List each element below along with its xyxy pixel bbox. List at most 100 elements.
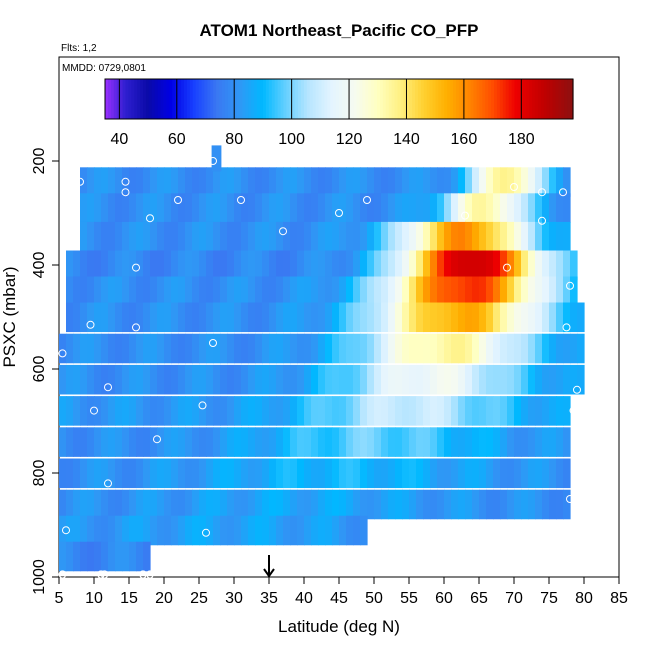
heatmap-cell (493, 193, 501, 223)
colorbar-tick-label: 120 (336, 131, 363, 148)
colorbar-segment (283, 79, 287, 119)
heatmap-cell (332, 458, 340, 489)
heatmap-cell (150, 458, 158, 489)
heatmap-cell (472, 458, 480, 489)
heatmap-cell (136, 489, 144, 520)
colorbar-segment (298, 79, 302, 119)
heatmap-cell (227, 302, 235, 333)
heatmap-cell (213, 427, 221, 457)
colorbar-segment (456, 79, 460, 119)
y-axis-label: PSXC (mbar) (0, 266, 19, 367)
heatmap-cell (339, 396, 347, 426)
heatmap-cell (577, 364, 585, 395)
heatmap-cell (437, 396, 445, 426)
colorbar-segment (254, 79, 258, 119)
heatmap-cell (367, 193, 375, 223)
y-axis: 200 400 600 800 1000 (31, 148, 59, 595)
heatmap-cell (430, 302, 438, 333)
heatmap-cell (290, 427, 298, 457)
heatmap-cell (143, 333, 151, 364)
heatmap-cell (472, 193, 480, 223)
heatmap-cell (227, 427, 235, 457)
heatmap-cell (80, 193, 88, 223)
heatmap-cell (514, 333, 522, 364)
heatmap-cell (304, 302, 312, 333)
colorbar-segment (318, 79, 323, 119)
heatmap-cell (199, 489, 207, 520)
colorbar-segment (251, 79, 255, 119)
heatmap-cell (374, 276, 382, 307)
heatmap-cell (206, 427, 214, 457)
heatmap-cell (101, 458, 109, 489)
heatmap-cell (542, 193, 550, 223)
heatmap-cell (465, 302, 473, 333)
heatmap-cell (297, 193, 305, 223)
heatmap-cell (290, 515, 298, 546)
heatmap-cell (444, 427, 452, 457)
colorbar-segment (216, 79, 220, 119)
heatmap-cell (178, 193, 186, 223)
heatmap-cell (206, 333, 214, 364)
heatmap-cell (269, 515, 277, 546)
heatmap-cell (297, 458, 305, 489)
heatmap-cell (192, 193, 200, 223)
colorbar-tick-label: 140 (393, 131, 420, 148)
heatmap-cell (73, 396, 81, 426)
heatmap-cell (276, 333, 284, 364)
heatmap-cell (430, 221, 438, 252)
heatmap-cell (458, 458, 466, 489)
colorbar-segment (207, 79, 211, 119)
heatmap-cell (101, 221, 109, 252)
heatmap-cell (458, 333, 466, 364)
heatmap-cell (59, 541, 67, 572)
heatmap-cell (255, 458, 263, 489)
heatmap-cell (563, 364, 571, 395)
heatmap-cell (276, 489, 284, 520)
heatmap-cell (234, 364, 242, 395)
heatmap-cell (276, 193, 284, 223)
heatmap-cell (129, 427, 137, 457)
heatmap-cell (108, 489, 116, 520)
colorbar-segment (529, 79, 533, 119)
colorbar-segment (473, 79, 478, 119)
colorbar-segment (148, 79, 153, 119)
heatmap-cell (388, 276, 396, 307)
heatmap-cell (122, 193, 130, 223)
heatmap-cell (122, 167, 130, 197)
heatmap-cell (388, 302, 396, 333)
heatmap-cell (234, 193, 242, 223)
heatmap-cell (395, 276, 403, 307)
heatmap-cell (227, 193, 235, 223)
heatmap-cell (346, 396, 354, 426)
heatmap-cell (325, 515, 333, 546)
heatmap-cell (563, 276, 571, 307)
heatmap-cell (332, 333, 340, 364)
heatmap-cell (402, 250, 410, 281)
heatmap-cell (402, 427, 410, 457)
heatmap-cell (87, 333, 95, 364)
heatmap-cell (101, 427, 109, 457)
heatmap-cell (241, 333, 249, 364)
heatmap-cell (178, 302, 186, 333)
heatmap-cell (437, 364, 445, 395)
heatmap-cell (143, 396, 151, 426)
heatmap-cell (332, 250, 340, 281)
heatmap-cell (409, 333, 417, 364)
colorbar-tick-label: 60 (168, 131, 186, 148)
heatmap-cell (255, 396, 263, 426)
heatmap-cell (234, 276, 242, 307)
colorbar-segment (567, 79, 571, 119)
heatmap-cell (136, 515, 144, 546)
heatmap-cell (143, 276, 151, 307)
heatmap-cell (367, 364, 375, 395)
colorbar-segment (201, 79, 206, 119)
heatmap-cell (486, 250, 494, 281)
heatmap-cell (339, 427, 347, 457)
colorbar-segment (107, 79, 112, 119)
heatmap-cell (185, 333, 193, 364)
heatmap-cell (290, 221, 298, 252)
heatmap-cell (136, 427, 144, 457)
heatmap-cell (388, 193, 396, 223)
heatmap-cell (514, 276, 522, 307)
heatmap-cell (549, 427, 557, 457)
